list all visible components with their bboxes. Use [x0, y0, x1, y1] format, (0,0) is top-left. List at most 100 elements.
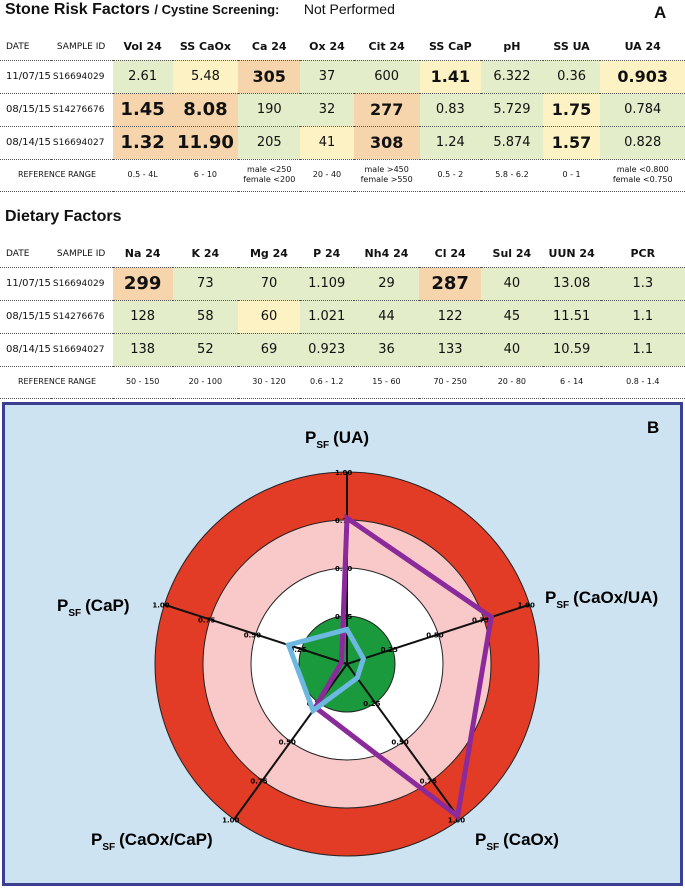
axis-label-name: (CaOx/CaP)	[119, 830, 213, 849]
reference-range-line: 0.5 - 4L	[127, 170, 158, 179]
radar-axis	[346, 663, 461, 820]
ring-tick-label: 0.50	[279, 739, 296, 747]
reference-range-line: 20 - 40	[312, 170, 342, 179]
column-header: SS CaP	[419, 34, 482, 61]
column-header: Ca 24	[238, 34, 301, 61]
table-row: 08/15/15 S14276676 1.45 8.08 190 32 277 0.83 5.7…	[0, 93, 685, 127]
value-cell: 305	[238, 60, 301, 94]
column-header: Cl 24	[419, 241, 482, 268]
reference-range-cell: 6 - 14	[542, 366, 601, 399]
axis-label-subscript: SF	[486, 842, 499, 853]
reference-range-line: 5.8 - 6.2	[495, 170, 529, 179]
value-cell: 0.83	[419, 93, 482, 127]
column-header: SAMPLE ID	[50, 241, 113, 268]
sample-id-cell: S16694027	[50, 126, 113, 160]
ring-tick-label: 1.00	[448, 816, 465, 824]
value-cell: 2.61	[112, 60, 173, 94]
axis-label-name: (CaOx/UA)	[573, 588, 658, 607]
value-cell: 287	[419, 267, 482, 301]
value-cell: 1.41	[419, 60, 482, 94]
axis-label-subscript: SF	[556, 600, 569, 611]
reference-range-line: female <0.750	[612, 175, 673, 184]
value-cell: 138	[112, 333, 173, 367]
stone-risk-heading: Stone Risk Factors	[5, 1, 150, 18]
column-header: DATE	[0, 34, 51, 61]
header-row: DATE SAMPLE ID Vol 24 SS CaOx Ca 24 Ox 24 Cit …	[0, 34, 685, 61]
column-header: Mg 24	[238, 241, 300, 268]
value-cell: 10.59	[542, 333, 601, 367]
ring-tick-label: 1.00	[222, 816, 239, 824]
sample-id-cell: S14276676	[50, 300, 113, 334]
value-cell: 29	[353, 267, 420, 301]
axis-label-name: (UA)	[333, 428, 369, 447]
panel-a-label: A	[654, 3, 667, 22]
panel-a: Stone Risk Factors / Cystine Screening: …	[0, 0, 685, 400]
stone-risk-title: Stone Risk Factors / Cystine Screening: …	[5, 1, 395, 19]
panel-b-label: B	[647, 418, 659, 437]
axis-label-subscript: SF	[102, 842, 115, 853]
reference-range-cell: 20 - 100	[172, 366, 239, 399]
reference-range-cell: 0.6 - 1.2	[299, 366, 354, 399]
date-cell: 08/15/15	[0, 300, 51, 334]
column-header: K 24	[172, 241, 239, 268]
date-cell: 11/07/15	[0, 60, 51, 94]
value-cell: 32	[300, 93, 354, 127]
column-header: DATE	[0, 241, 51, 268]
reference-range-cell: 20 - 80	[481, 366, 543, 399]
reference-range-line: male <0.800	[616, 165, 669, 174]
radar-chart: B 0.25 0.50 0.75 1.00 0.25 0.50 0.75 1.00 0.25 0.5…	[57, 418, 659, 857]
radar-axis-label: PSF (CaP)	[57, 596, 130, 619]
ring-tick-label: 1.00	[152, 602, 169, 610]
column-header: SS CaOx	[172, 34, 239, 61]
column-header: pH	[481, 34, 543, 61]
value-cell: 11.51	[542, 300, 601, 334]
value-cell: 69	[238, 333, 300, 367]
ring-tick-label: 0.25	[289, 646, 306, 654]
ring-tick-label: 0.75	[472, 617, 489, 625]
column-header: UUN 24	[542, 241, 601, 268]
value-cell: 11.90	[172, 126, 239, 160]
value-cell: 6.322	[481, 60, 543, 94]
ring-tick-label: 0.75	[335, 517, 352, 525]
value-cell: 133	[419, 333, 482, 367]
panel-b: B 0.25 0.50 0.75 1.00 0.25 0.50 0.75 1.00 0.25 0.5…	[2, 402, 683, 886]
ring-tick-label: 1.00	[335, 469, 352, 477]
column-header: SAMPLE ID	[50, 34, 113, 61]
column-header: Na 24	[112, 241, 173, 268]
reference-range-cell: 70 - 250	[419, 366, 482, 399]
sample-id-cell: S16694029	[50, 60, 113, 94]
cystine-screening-label: / Cystine Screening:	[154, 2, 280, 17]
radar-axis	[164, 603, 348, 665]
sample-id-cell: S16694029	[50, 267, 113, 301]
value-cell: 36	[353, 333, 420, 367]
reference-range-line: male >450	[364, 165, 409, 174]
value-cell: 1.24	[419, 126, 482, 160]
value-cell: 5.874	[481, 126, 543, 160]
value-cell: 205	[238, 126, 301, 160]
reference-range-line: male <250	[247, 165, 292, 174]
value-cell: 70	[238, 267, 300, 301]
value-cell: 5.48	[172, 60, 239, 94]
radar-axis	[346, 603, 530, 665]
reference-range-row: REFERENCE RANGE 50 - 150 20 - 100 30 - 120 0…	[0, 366, 685, 399]
value-cell: 45	[481, 300, 543, 334]
cystine-screening-value: Not Performed	[303, 1, 395, 17]
value-cell: 0.903	[600, 60, 685, 94]
radar-series-polygon	[312, 513, 494, 821]
column-header: PCR	[600, 241, 685, 268]
table-row: 08/14/15 S16694027 1.32 11.90 205 41 308 1.24 5.…	[0, 126, 685, 160]
axis-label-prefix: P	[545, 588, 556, 607]
value-cell: 128	[112, 300, 173, 334]
value-cell: 0.828	[600, 126, 685, 160]
table-row: 08/15/15 S14276676 128 58 60 1.021 44 122 45 11.5…	[0, 300, 685, 334]
value-cell: 277	[353, 93, 420, 127]
reference-range-cell: male >450 female >550	[353, 159, 420, 192]
reference-range-line: 6 - 10	[193, 170, 218, 179]
value-cell: 0.36	[542, 60, 601, 94]
value-cell: 37	[300, 60, 354, 94]
value-cell: 1.1	[600, 300, 685, 334]
column-header: Cit 24	[353, 34, 420, 61]
header-row: DATE SAMPLE ID Na 24 K 24 Mg 24 P 24 Nh4 24 Cl …	[0, 241, 685, 268]
radar-series-polygon	[285, 626, 367, 715]
ring-tick-label: 0.75	[250, 777, 267, 785]
